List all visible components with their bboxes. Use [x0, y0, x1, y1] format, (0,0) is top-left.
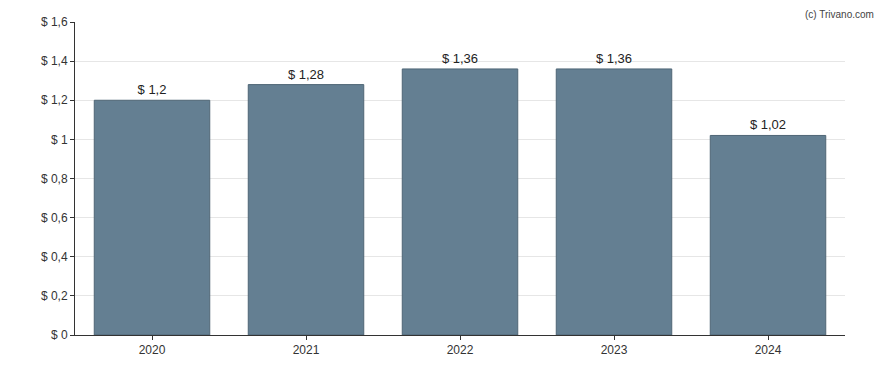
svg-text:2024: 2024 — [755, 343, 782, 357]
svg-text:$ 0,6: $ 0,6 — [41, 211, 68, 225]
svg-text:$ 1,36: $ 1,36 — [596, 51, 632, 66]
svg-text:2023: 2023 — [601, 343, 628, 357]
svg-text:$ 0,2: $ 0,2 — [41, 289, 68, 303]
svg-text:$ 1,6: $ 1,6 — [41, 15, 68, 29]
svg-text:2020: 2020 — [139, 343, 166, 357]
svg-text:$ 1,36: $ 1,36 — [442, 51, 478, 66]
svg-text:2022: 2022 — [447, 343, 474, 357]
svg-text:$ 0,4: $ 0,4 — [41, 250, 68, 264]
svg-text:$ 1: $ 1 — [51, 133, 68, 147]
svg-text:$ 1,28: $ 1,28 — [288, 67, 324, 82]
svg-text:$ 1,2: $ 1,2 — [41, 93, 68, 107]
svg-text:2021: 2021 — [293, 343, 320, 357]
svg-text:(c) Trivano.com: (c) Trivano.com — [805, 9, 874, 20]
svg-text:$ 1,4: $ 1,4 — [41, 54, 68, 68]
svg-text:$ 1,02: $ 1,02 — [750, 117, 786, 132]
svg-text:$ 0,8: $ 0,8 — [41, 172, 68, 186]
svg-text:$ 1,2: $ 1,2 — [138, 82, 167, 97]
svg-text:$ 0: $ 0 — [51, 328, 68, 342]
